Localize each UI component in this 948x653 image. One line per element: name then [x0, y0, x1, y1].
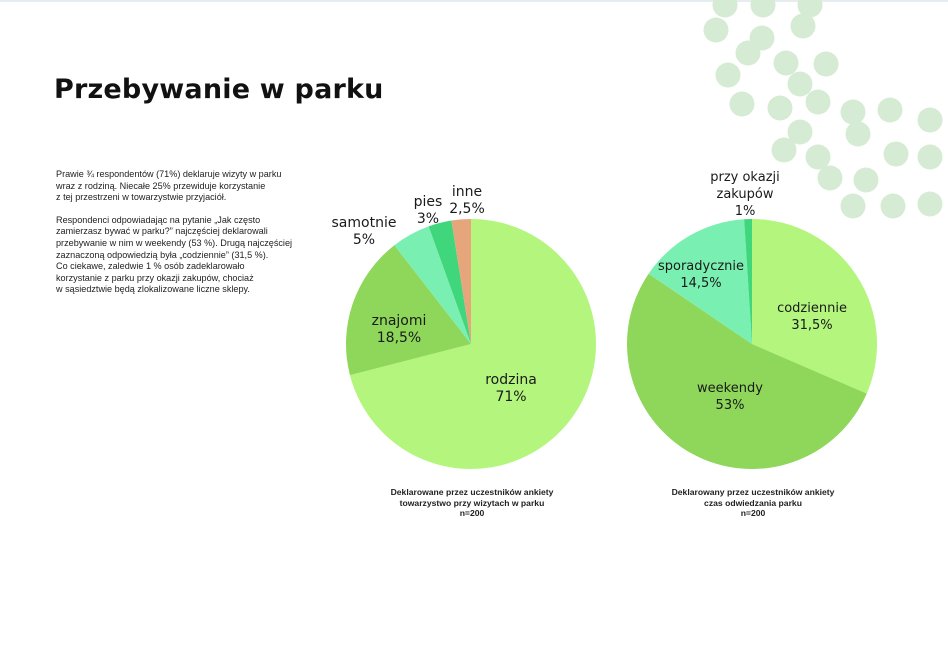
page-title: Przebywanie w parku	[54, 74, 384, 105]
pie-slice-znajomi	[346, 245, 471, 376]
caption-line: Deklarowane przez uczestników ankiety	[390, 487, 554, 497]
slice-label: przy okazji zakupów 1%	[710, 170, 780, 219]
intro-line: z tej przestrzeni w towarzystwie przyjac…	[56, 192, 227, 203]
slice-value-label: 5%	[353, 232, 375, 248]
slice-label: samotnie 5%	[332, 215, 397, 248]
slice-value-label: 18,5%	[377, 330, 421, 346]
intro-text: Prawie ¾ respondentów (71%) deklaruje wi…	[56, 169, 331, 307]
pie-slice-sporadycznie	[648, 219, 752, 344]
intro-line: przebywanie w nim w weekendy (53 %). Dru…	[56, 237, 293, 248]
pie-slice-rodzina	[349, 219, 597, 470]
slice-value-label: 1%	[735, 204, 756, 219]
top-rule	[0, 0, 948, 2]
slice-label: pies 3%	[414, 194, 443, 227]
slice-label: codziennie 31,5%	[777, 301, 847, 333]
intro-line: zamierzasz bywać w parku?” najczęściej d…	[56, 226, 268, 237]
intro-paragraph-2: Respondenci odpowiadając na pytanie „Jak…	[56, 215, 331, 296]
slice-label: sporadycznie 14,5%	[658, 259, 744, 291]
chart-2-caption: Deklarowany przez uczestników ankiety cz…	[633, 487, 873, 519]
slice-value-label: 14,5%	[680, 276, 721, 291]
slice-value-label: 53%	[716, 398, 745, 413]
slice-value-label: 3%	[417, 211, 439, 227]
intro-line: Prawie ¾ respondentów (71%) deklaruje wi…	[56, 169, 282, 179]
intro-line: Respondenci odpowiadając na pytanie „Jak…	[56, 214, 261, 225]
slice-value-label: 2,5%	[449, 201, 485, 217]
pie-slice-codziennie	[752, 219, 877, 394]
caption-line: czas odwiedzania parku	[704, 497, 802, 508]
slice-value-label: 71%	[495, 389, 526, 405]
intro-line: w sąsiedztwie będą zlokalizowane liczne …	[56, 284, 250, 295]
pie-slice-przy-okazji-zakupów	[744, 219, 752, 344]
chart-1-caption: Deklarowane przez uczestników ankiety to…	[352, 487, 592, 519]
intro-line: korzystanie z parku przy okazji zakupów,…	[56, 272, 254, 283]
pie-slice-pies	[428, 220, 471, 344]
slice-label: weekendy 53%	[697, 381, 763, 413]
slice-label: znajomi 18,5%	[372, 313, 427, 346]
pie-slice-samotnie	[394, 226, 471, 344]
slice-label: inne 2,5%	[449, 184, 485, 217]
caption-line: n=200	[459, 508, 485, 518]
caption-line: n=200	[740, 508, 766, 518]
intro-line: wraz z rodziną. Niecałe 25% przewiduje k…	[56, 180, 266, 191]
pie-slice-weekendy	[627, 273, 867, 469]
slice-value-label: 31,5%	[791, 318, 832, 333]
caption-line: Deklarowany przez uczestników ankiety	[671, 487, 835, 497]
slice-label: rodzina 71%	[485, 372, 537, 405]
pie-slice-inne	[451, 219, 471, 344]
caption-line: towarzystwo przy wizytach w parku	[399, 497, 545, 508]
intro-line: zaznaczoną odpowiedzią była „codziennie”…	[56, 249, 269, 260]
intro-paragraph-1: Prawie ¾ respondentów (71%) deklaruje wi…	[56, 169, 331, 204]
intro-line: Co ciekawe, zaledwie 1 % osób zadeklarow…	[56, 261, 245, 272]
